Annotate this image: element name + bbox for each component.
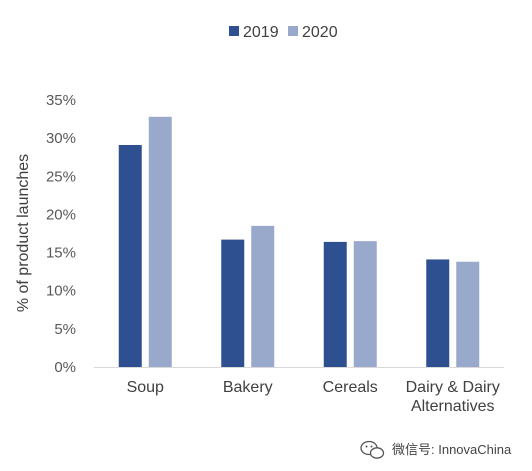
legend-label: 2020 <box>302 24 338 41</box>
y-tick-label: 20% <box>46 206 76 223</box>
bar <box>118 145 142 367</box>
bar <box>353 241 377 367</box>
x-category-label: Dairy & Dairy Alternatives <box>406 379 500 415</box>
bars <box>118 116 480 367</box>
bar <box>221 239 245 367</box>
bar <box>148 116 172 367</box>
bar <box>456 261 480 367</box>
y-tick-label: 30% <box>46 130 76 147</box>
bar <box>426 259 450 367</box>
watermark: 微信号: InnovaChina <box>360 440 512 459</box>
y-tick-label: 0% <box>54 359 76 376</box>
y-tick-label: 15% <box>46 245 76 262</box>
x-category-label: Cereals <box>323 379 378 396</box>
x-category-label: Bakery <box>223 379 273 396</box>
y-tick-label: 10% <box>46 283 76 300</box>
legend: 2019 2020 <box>229 24 338 41</box>
y-axis-title: % of product launches <box>15 154 32 312</box>
category-labels: Soup Bakery Cereals Dairy & Dairy Alternativ… <box>127 379 500 415</box>
legend-label: 2019 <box>243 24 279 41</box>
y-tick-label: 25% <box>46 168 76 185</box>
bar <box>251 225 275 367</box>
x-category-label: Soup <box>127 379 164 396</box>
bar <box>323 241 347 367</box>
legend-swatch <box>229 26 239 36</box>
y-axis-ticks: 0% 5% 10% 15% 20% 25% 30% 35% <box>46 92 76 376</box>
y-tick-label: 5% <box>54 321 76 338</box>
y-tick-label: 35% <box>46 92 76 109</box>
watermark-text: 微信号: InnovaChina <box>392 442 512 457</box>
wechat-icon <box>360 440 385 459</box>
legend-swatch <box>288 26 298 36</box>
